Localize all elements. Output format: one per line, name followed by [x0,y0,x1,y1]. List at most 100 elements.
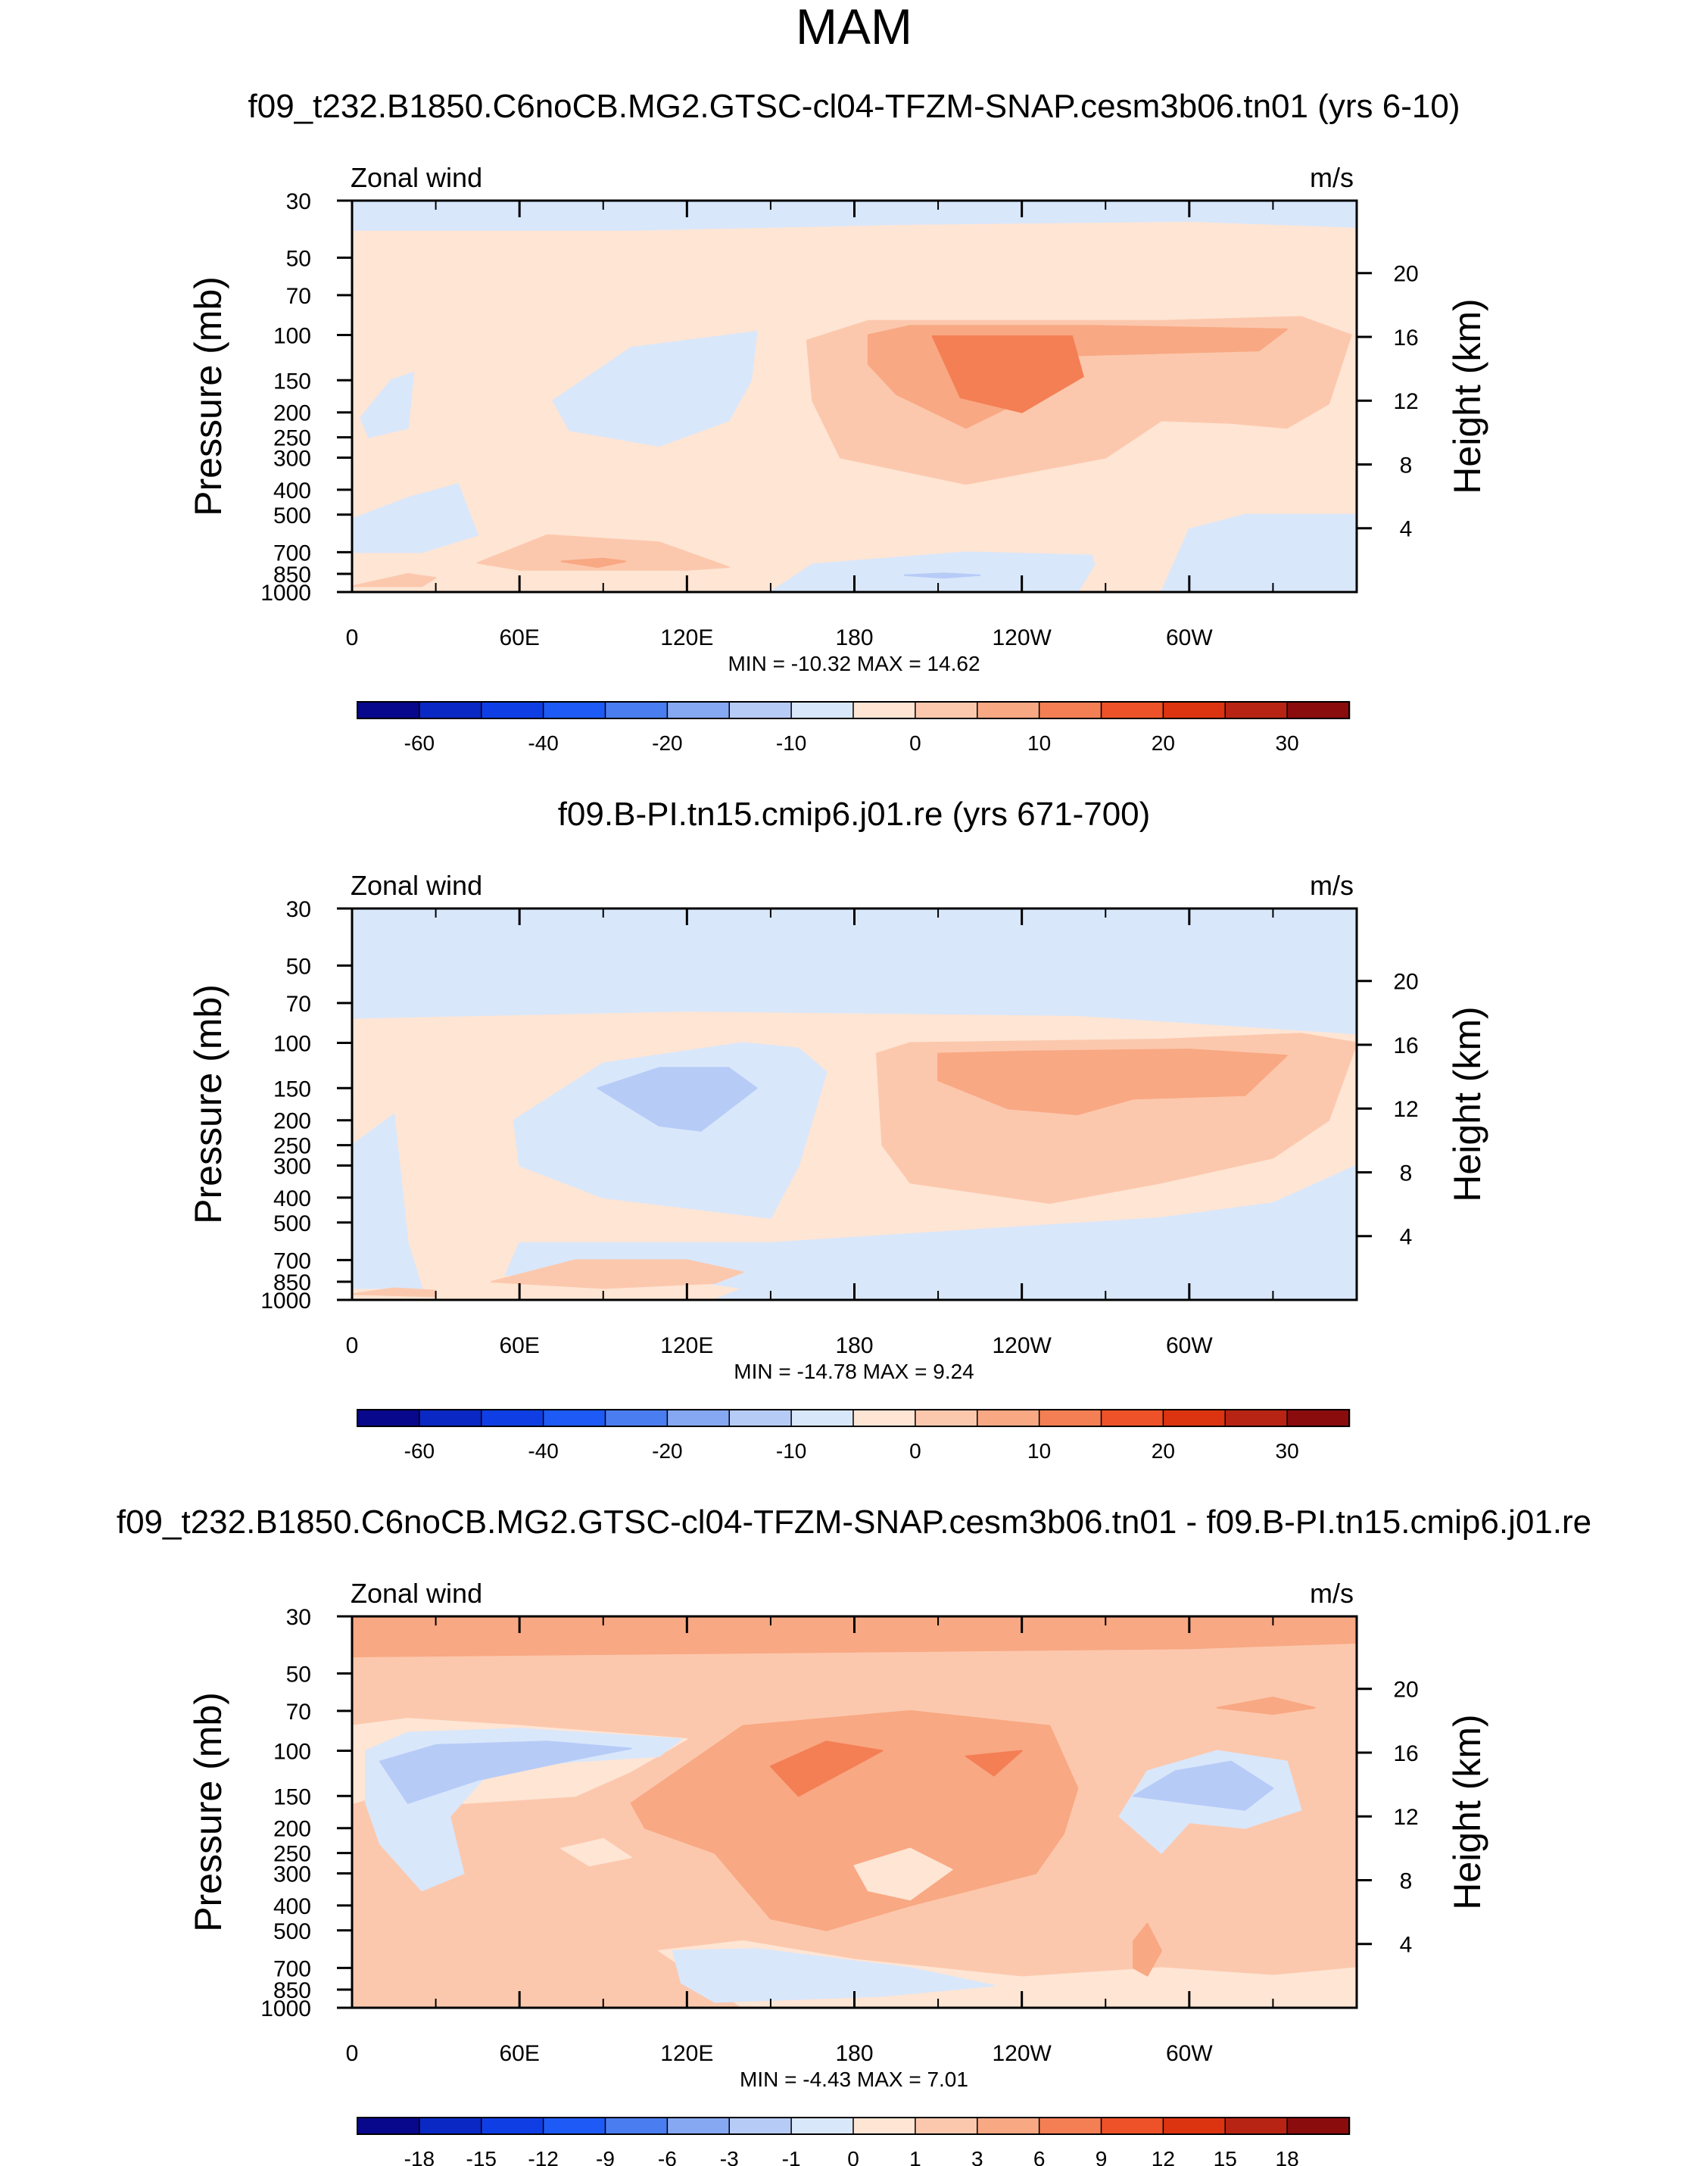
y-tick-label: 300 [273,446,311,471]
y-tick-label: 850 [273,563,311,587]
y-tick-label: 1000 [260,581,311,606]
colorbar-swatch [1224,2117,1289,2135]
colorbar-label: 1 [909,2147,921,2166]
right-string: m/s [1310,870,1354,901]
x-tick-label: 60W [1166,2041,1213,2066]
y2-tick-label: 16 [1393,326,1418,351]
y-tick-label: 400 [273,1186,311,1211]
colorbar-swatch [666,2117,731,2135]
x-tick-label: 120W [992,625,1052,650]
y-tick-label: 30 [286,1605,311,1630]
panel-title: f09.B-PI.tn15.cmip6.j01.re (yrs 671-700) [558,796,1151,833]
contour-region [769,1741,884,1797]
colorbar-swatch [728,1409,793,1427]
colorbar-swatch [1162,2117,1226,2135]
y2-tick-label: 12 [1393,389,1418,414]
y-axis-title: Pressure (mb) [187,984,229,1224]
colorbar-label: -20 [652,1439,682,1463]
contour-region [352,908,1357,1035]
colorbar-label: 12 [1152,2147,1175,2166]
contour-region [597,1067,758,1132]
contour-region [491,1259,744,1289]
colorbar-swatch [915,701,978,719]
y2-tick-label: 8 [1400,1161,1413,1186]
y2-tick-label: 4 [1400,1225,1413,1250]
colorbar-label: 20 [1152,1439,1175,1463]
panel-3: f09_t232.B1850.C6noCB.MG2.GTSC-cl04-TFZM… [117,1504,1591,2166]
contour-region [1161,513,1357,592]
colorbar-swatch [790,701,855,719]
colorbar-label: 10 [1027,1439,1051,1463]
colorbar-swatch [1286,2117,1351,2135]
x-tick-label: 180 [835,625,873,650]
colorbar-label: -10 [776,731,806,755]
colorbar-label: -40 [528,1439,558,1463]
colorbar-label: -20 [652,731,682,755]
colorbar-swatch [915,1409,978,1427]
contour-region [352,1616,1357,1658]
y-tick-label: 150 [273,1784,311,1809]
colorbar-swatch [790,1409,855,1427]
y-axis-title: Pressure (mb) [187,276,229,516]
colorbar-swatch [666,701,731,719]
colorbar: -60 -40 -20 -10 0 10 20 30 [357,1409,1351,1463]
panel-title: f09_t232.B1850.C6noCB.MG2.GTSC-cl04-TFZM… [248,88,1460,125]
contour-region [352,1114,423,1289]
colorbar-swatch [419,701,482,719]
colorbar-label: -10 [776,1439,806,1463]
contour-region [630,1709,1079,1931]
colorbar-swatch [977,2117,1040,2135]
colorbar-swatch [542,701,606,719]
y-tick-label: 100 [273,1740,311,1765]
x-tick-label: 0 [346,625,359,650]
colorbar-swatch [666,1409,731,1427]
x-tick-label: 60W [1166,625,1213,650]
colorbar-swatch [1286,701,1351,719]
y-tick-label: 150 [273,1077,311,1102]
x-tick-label: 120E [660,1333,713,1358]
colorbar-swatch [1038,2117,1102,2135]
left-string: Zonal wind [351,162,482,193]
colorbar-label: -60 [404,731,435,755]
x-tick-label: 60E [499,625,539,650]
x-tick-label: 180 [835,1333,873,1358]
colorbar-label: -9 [596,2147,615,2166]
colorbar-label: -60 [404,1439,435,1463]
colorbar-swatch [852,701,917,719]
colorbar-swatch [1100,1409,1164,1427]
colorbar-frame [357,1409,1350,1427]
colorbar-swatch [604,1409,669,1427]
y-tick-label: 50 [286,246,311,271]
colorbar-swatch [357,2117,421,2135]
y-tick-label: 400 [273,478,311,503]
colorbar-swatch [1162,701,1226,719]
y-tick-label: 700 [273,541,311,566]
contour-region [352,483,478,553]
colorbar-swatch [419,2117,482,2135]
contour-region [931,335,1084,413]
colorbar-label: -18 [404,2147,435,2166]
contour-region [379,1741,632,1804]
colorbar-swatch [1100,701,1164,719]
panel-title: f09_t232.B1850.C6noCB.MG2.GTSC-cl04-TFZM… [117,1504,1591,1541]
x-tick-label: 120W [992,1333,1052,1358]
y-tick-label: 400 [273,1894,311,1919]
y-tick-label: 300 [273,1862,311,1887]
colorbar-swatch [977,1409,1040,1427]
contour-region [560,557,627,569]
x-tick-label: 120E [660,625,713,650]
y-tick-label: 500 [273,1211,311,1236]
min-max-stats: MIN = -14.78 MAX = 9.24 [734,1360,974,1383]
colorbar-swatch [1038,701,1102,719]
panel-1: f09_t232.B1850.C6noCB.MG2.GTSC-cl04-TFZM… [187,88,1488,755]
colorbar-swatch [542,2117,606,2135]
x-tick-label: 0 [346,1333,359,1358]
colorbar-frame [357,2117,1350,2135]
colorbar-swatch [728,2117,793,2135]
contour-region [672,1948,995,2003]
y2-tick-label: 16 [1393,1033,1418,1058]
colorbar-label: 20 [1152,731,1175,755]
y-tick-label: 100 [273,324,311,349]
y-tick-label: 500 [273,1919,311,1944]
